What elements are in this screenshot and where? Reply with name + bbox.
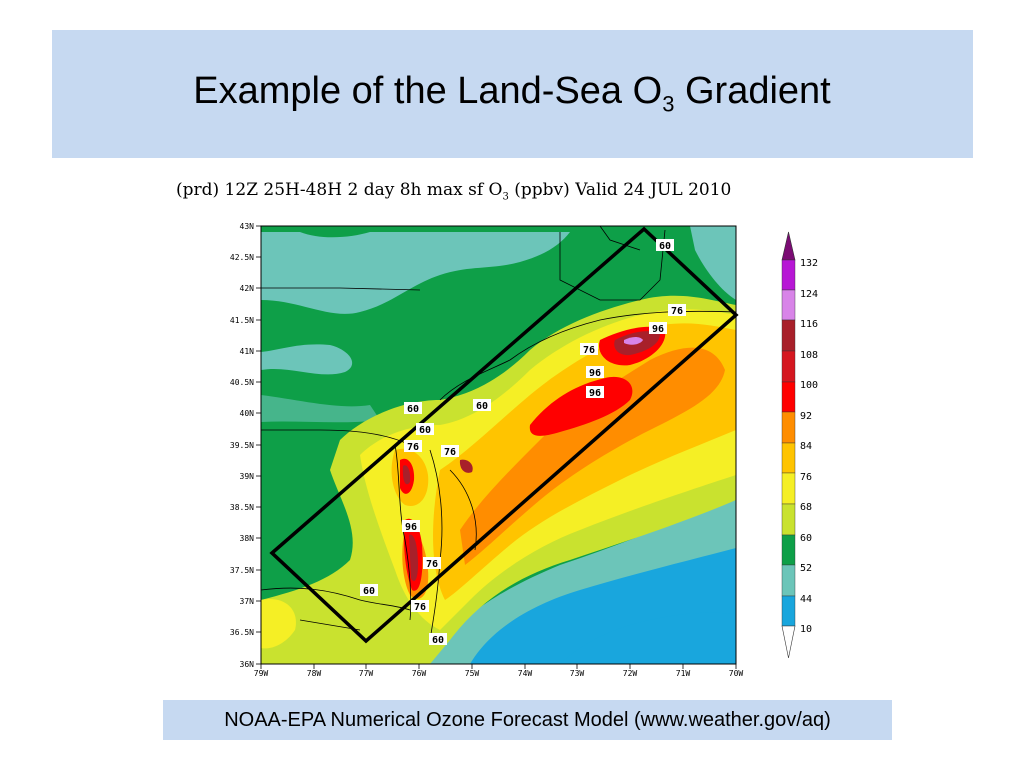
contour-label: 96 [649,322,667,335]
lat-tick-label: 36.5N [230,628,254,637]
lon-tick-label: 72W [623,669,638,678]
ozone-field [261,226,736,664]
colorbar-label: 124 [800,289,818,300]
lat-tick-label: 40.5N [230,378,254,387]
lat-tick-label: 40N [240,409,255,418]
contour-label: 60 [473,399,491,412]
credit-box: NOAA-EPA Numerical Ozone Forecast Model … [163,700,892,740]
lon-tick-label: 75W [465,669,480,678]
colorbar-label: 92 [800,411,812,422]
colorbar-swatch [781,381,796,413]
contour-label: 96 [586,386,604,399]
contour-labels: 60 76 96 76 96 96 60 60 60 76 76 96 76 6… [360,239,686,646]
colorbar-swatch [781,503,796,536]
svg-text:76: 76 [426,559,438,570]
svg-text:60: 60 [659,241,671,252]
contour-label: 60 [429,633,447,646]
lat-tick-label: 37N [240,597,255,606]
colorbar-swatch [781,259,796,291]
colorbar-bottom-triangle [781,625,796,659]
lon-tick-label: 74W [518,669,533,678]
colorbar-swatch [781,411,796,444]
contour-label: 60 [404,402,422,415]
colorbar-swatch [781,442,796,474]
svg-text:60: 60 [432,635,444,646]
lat-tick-label: 38N [240,534,255,543]
contour-label: 76 [668,304,686,317]
contour-label: 76 [580,343,598,356]
colorbar-top-triangle [781,231,796,261]
lat-tick-label: 38.5N [230,503,254,512]
title-banner [52,30,973,158]
colorbar-label: 116 [800,319,818,330]
colorbar-swatch [781,564,796,597]
contour-label: 96 [402,520,420,533]
colorbar-label: 44 [800,594,812,605]
lat-tick-label: 36N [240,660,255,669]
contour-label: 96 [586,366,604,379]
lat-tick-label: 39N [240,472,255,481]
svg-text:76: 76 [407,442,419,453]
map-caption: (prd) 12Z 25H-48H 2 day 8h max sf O3 (pp… [176,180,732,203]
contour-label: 60 [360,584,378,597]
colorbar-swatch [781,319,796,352]
slide-title: Example of the Land-Sea O3 Gradient [193,70,831,117]
svg-text:96: 96 [589,368,601,379]
colorbar-label: 132 [800,258,818,269]
lat-tick-label: 37.5N [230,566,254,575]
colorbar-swatch [781,289,796,321]
svg-text:76: 76 [414,602,426,613]
svg-text:60: 60 [407,404,419,415]
colorbar-swatch [781,472,796,505]
longitude-axis: 79W 78W 77W 76W 75W 74W 73W 72W 71W 70W [254,664,744,678]
colorbar-swatch [781,350,796,383]
lon-tick-label: 73W [570,669,585,678]
colorbar-label: 76 [800,472,812,483]
colorbar-label: 60 [800,533,812,544]
svg-text:76: 76 [671,306,683,317]
contour-label: 76 [404,440,422,453]
colorbar-label: 10 [800,624,812,635]
svg-text:60: 60 [363,586,375,597]
contour-label: 60 [416,423,434,436]
colorbar-label: 100 [800,380,818,391]
svg-text:96: 96 [652,324,664,335]
svg-text:76: 76 [444,447,456,458]
lat-tick-label: 42N [240,284,255,293]
lat-tick-label: 43N [240,222,255,231]
lat-tick-label: 42.5N [230,253,254,262]
svg-text:60: 60 [419,425,431,436]
svg-text:96: 96 [405,522,417,533]
colorbar-swatch [781,534,796,566]
contour-label: 76 [411,600,429,613]
lat-tick-label: 41N [240,347,255,356]
lon-tick-label: 78W [307,669,322,678]
model-credit: NOAA-EPA Numerical Ozone Forecast Model … [224,709,831,731]
colorbar-label: 108 [800,350,818,361]
latitude-axis: 43N 42.5N 42N 41.5N 41N 40.5N 40N 39.5N … [230,222,261,669]
colorbar-label: 52 [800,563,812,574]
lon-tick-label: 79W [254,669,269,678]
lon-tick-label: 71W [676,669,691,678]
colorbar-label: 68 [800,502,812,513]
colorbar-swatch [781,595,796,627]
lat-tick-label: 39.5N [230,441,254,450]
contour-label: 76 [423,557,441,570]
svg-text:60: 60 [476,401,488,412]
lon-tick-label: 76W [412,669,427,678]
land-sea-box [269,226,739,644]
colorbar-label: 84 [800,441,812,452]
lon-tick-label: 77W [359,669,374,678]
svg-text:76: 76 [583,345,595,356]
lat-tick-label: 41.5N [230,316,254,325]
contour-label: 60 [656,239,674,252]
colorbar: 132 124 116 108 100 92 84 76 68 60 52 44… [781,231,818,659]
contour-label: 76 [441,445,459,458]
lon-tick-label: 70W [729,669,744,678]
svg-text:96: 96 [589,388,601,399]
